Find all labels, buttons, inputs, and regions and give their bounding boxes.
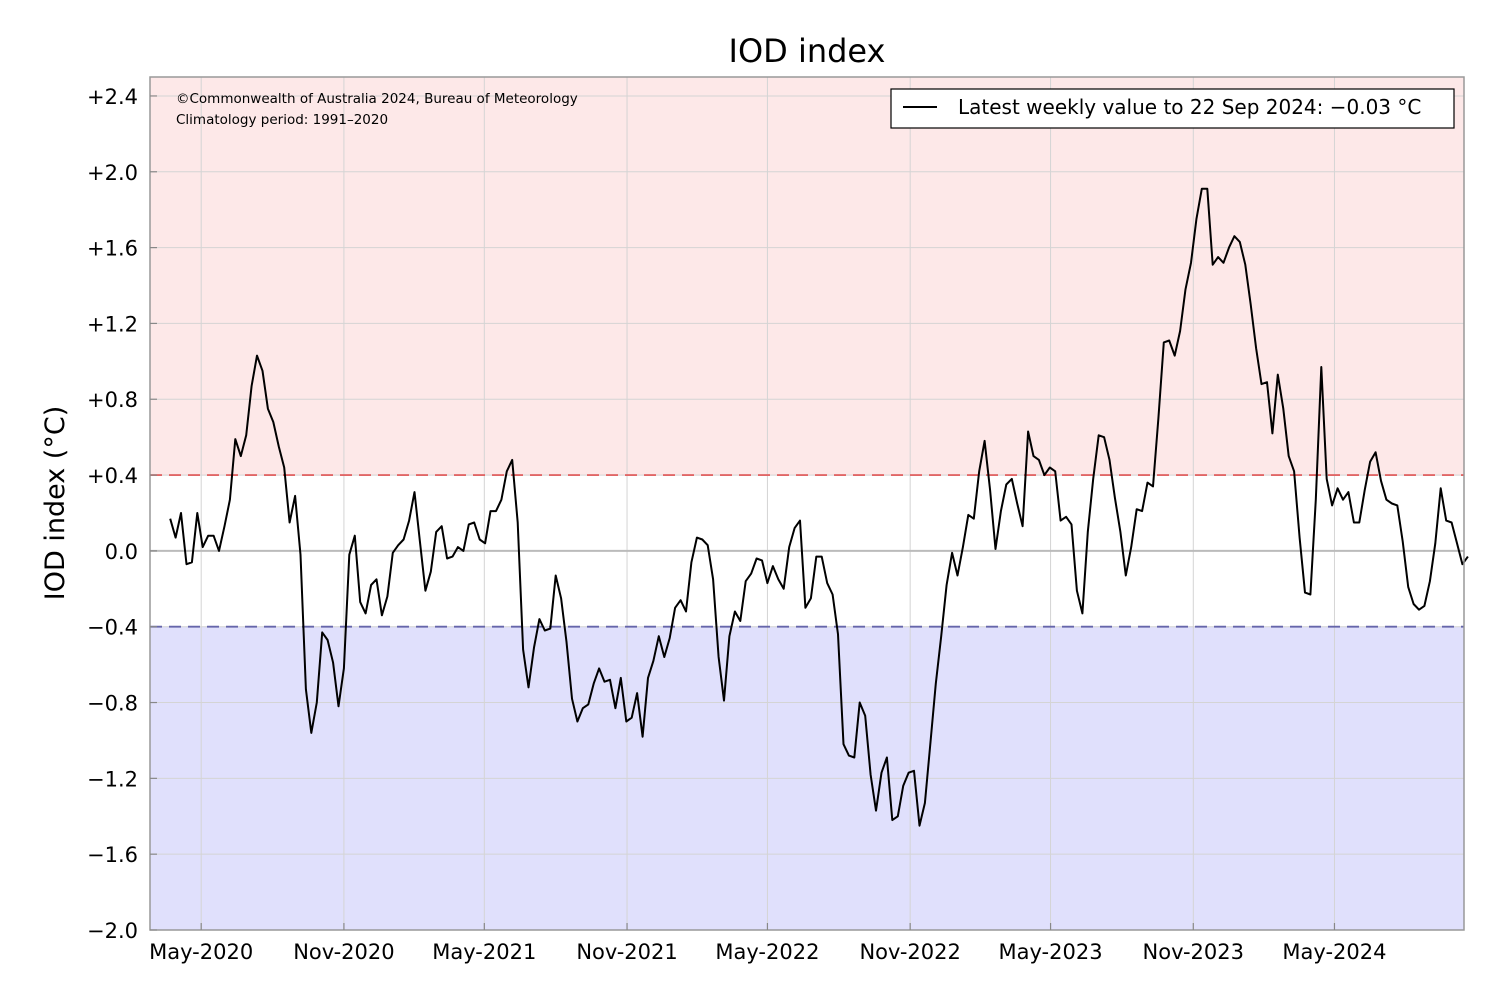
x-tick-label: May-2023 [999,940,1103,964]
legend-box [890,88,1455,129]
y-tick-label: −2.0 [87,919,138,943]
series-layer [169,187,1469,827]
positive-iod-region [150,77,1464,476]
y-tick-label: +0.8 [87,388,138,412]
x-tick-label: Nov-2021 [576,940,677,964]
plot-frame [149,76,1465,931]
background-regions [150,77,1464,930]
copyright-note: ©Commonwealth of Australia 2024, Bureau … [176,91,578,107]
y-tick-label: −1.2 [87,767,138,791]
x-tick-label: May-2024 [1282,940,1386,964]
x-tick-label: May-2022 [715,940,819,964]
y-tick-label: −0.8 [87,692,138,716]
y-tick-label: +2.0 [87,161,138,185]
x-tick-label: Nov-2023 [1143,940,1244,964]
x-tick-label: Nov-2022 [859,940,960,964]
y-tick-label: +1.2 [87,312,138,336]
y-tick-label: +1.6 [87,237,138,261]
threshold-lines [150,474,1464,628]
y-tick-label: +0.4 [87,464,138,488]
y-tick-label: −1.6 [87,843,138,867]
x-tick-label: May-2020 [149,940,253,964]
x-tick-label: May-2021 [432,940,536,964]
y-tick-label: 0.0 [105,540,138,564]
legend-label: Latest weekly value to 22 Sep 2024: −0.0… [958,95,1421,119]
y-tick-label: −0.4 [87,616,138,640]
y-axis-label: IOD index (°C) [40,406,71,600]
x-tick-label: Nov-2020 [293,940,394,964]
y-axis-ticks: +2.4 +2.0 +1.6 +1.2 +0.8 +0.4 0.0 −0.4 −0.8 −1.2 −… [87,85,157,943]
x-axis-ticks: May-2020 Nov-2020 May-2021 Nov-2021 May-2022… [149,923,1387,964]
iod-weekly-series-line [169,187,1469,827]
legend: Latest weekly value to 22 Sep 2024: −0.0… [890,88,1455,129]
chart-title: IOD index [729,32,886,70]
climatology-note: Climatology period: 1991–2020 [176,112,388,128]
y-tick-label: +2.4 [87,85,138,109]
